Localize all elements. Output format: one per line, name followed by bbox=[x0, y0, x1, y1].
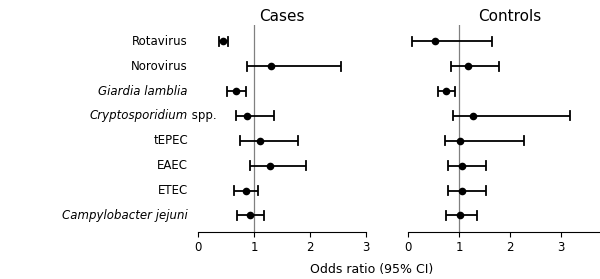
Text: Rotavirus: Rotavirus bbox=[132, 35, 188, 48]
Title: Controls: Controls bbox=[478, 9, 542, 24]
Text: Campylobacter jejuni: Campylobacter jejuni bbox=[62, 209, 188, 222]
Text: Norovirus: Norovirus bbox=[131, 60, 188, 73]
Text: ETEC: ETEC bbox=[158, 184, 188, 197]
Text: Cryptosporidium: Cryptosporidium bbox=[89, 109, 188, 122]
Text: tEPEC: tEPEC bbox=[153, 134, 188, 147]
Text: Odds ratio (95% CI): Odds ratio (95% CI) bbox=[310, 263, 434, 276]
Text: EAEC: EAEC bbox=[157, 159, 188, 172]
Text: spp.: spp. bbox=[188, 109, 217, 122]
Text: Giardia lamblia: Giardia lamblia bbox=[98, 85, 188, 98]
Title: Cases: Cases bbox=[259, 9, 305, 24]
